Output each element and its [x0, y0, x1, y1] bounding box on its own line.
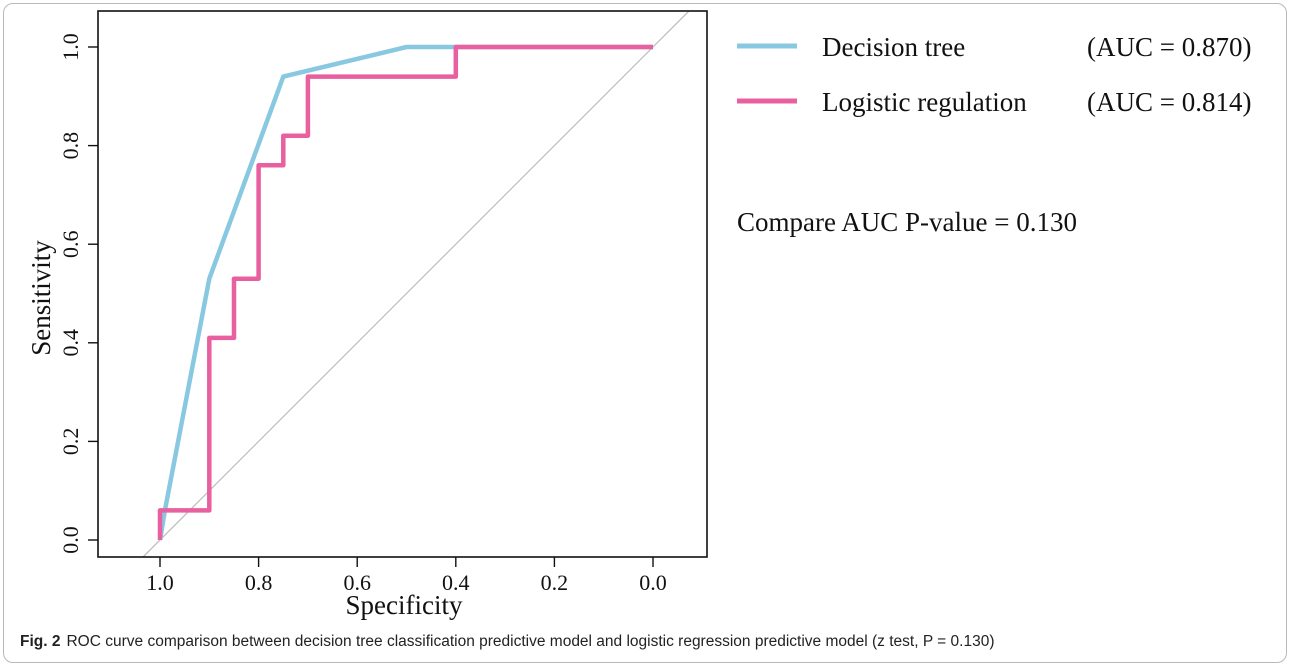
legend: Decision tree (AUC = 0.870) Logistic reg… — [737, 32, 1251, 117]
plot-frame — [97, 10, 708, 558]
legend-auc-decision-tree: (AUC = 0.870) — [1087, 32, 1251, 62]
x-axis-label: Specificity — [346, 590, 463, 620]
x-tick-label: 0.8 — [245, 570, 273, 595]
p-value-annotation: Compare AUC P-value = 0.130 — [737, 207, 1077, 237]
x-tick-label: 0.4 — [442, 570, 470, 595]
roc-chart: 1.0 0.8 0.6 0.4 0.2 0.0 0.0 0.2 0.4 0.6 0.8 1.0 Sen… — [26, 10, 1251, 620]
caption-text: ROC curve comparison between decision tr… — [66, 633, 995, 650]
figure-frame — [3, 3, 1287, 663]
y-tick-label: 1.0 — [58, 33, 83, 61]
y-tick-label: 0.4 — [58, 329, 83, 357]
y-axis-label: Sensitivity — [26, 240, 56, 356]
x-tick-label: 0.0 — [639, 570, 667, 595]
x-tick-label: 0.6 — [343, 570, 371, 595]
y-tick-label: 0.0 — [58, 526, 83, 554]
caption-label: Fig. 2 — [20, 633, 61, 650]
figure-caption: Fig. 2 ROC curve comparison between decis… — [20, 633, 1280, 651]
legend-label-logistic: Logistic regulation — [822, 87, 1027, 117]
x-tick-label: 0.2 — [541, 570, 569, 595]
y-tick-label: 0.8 — [58, 132, 83, 160]
x-tick-label: 1.0 — [146, 570, 174, 595]
reference-diagonal — [142, 10, 690, 558]
y-tick-label: 0.2 — [58, 428, 83, 456]
y-tick-label: 0.6 — [58, 230, 83, 258]
legend-label-decision-tree: Decision tree — [822, 32, 965, 62]
legend-auc-logistic: (AUC = 0.814) — [1087, 87, 1251, 117]
series-line-logistic-regulation — [157, 44, 653, 540]
